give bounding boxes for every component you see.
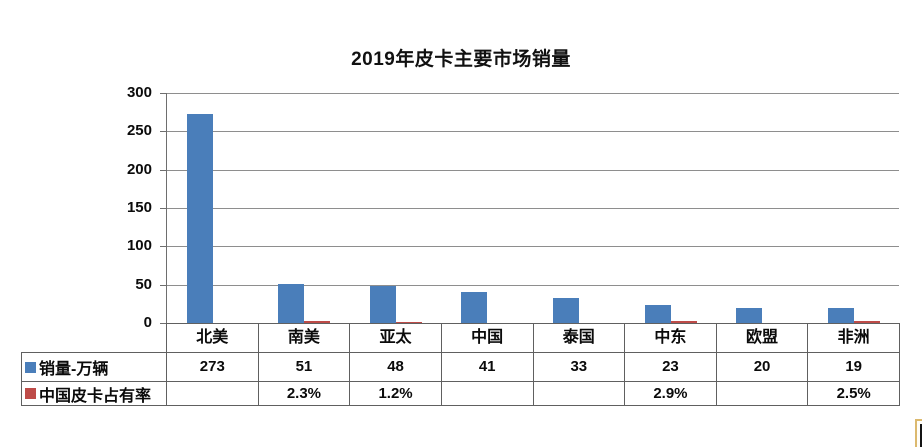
legend-item-sales: 销量-万辆 <box>21 353 166 381</box>
share-series-swatch-icon <box>25 388 36 399</box>
y-axis-tick-label: 200 <box>126 160 152 178</box>
gridline <box>167 208 899 209</box>
y-axis-tick-label: 250 <box>126 122 152 140</box>
share-bar-中东 <box>670 321 697 323</box>
category-label: 南美 <box>257 324 350 352</box>
sales-series-swatch-icon <box>25 361 36 373</box>
table-value-cell: 51 <box>257 353 350 381</box>
y-axis-tick-mark <box>160 93 166 94</box>
y-axis-tick-mark <box>160 131 166 133</box>
sales-bar-南美 <box>278 284 305 323</box>
gridline <box>167 284 899 286</box>
y-axis-tick-mark <box>160 323 166 324</box>
gridline <box>167 131 899 133</box>
share-bar-亚太 <box>395 322 422 323</box>
table-value-cell: 2.9% <box>624 382 716 405</box>
sales-bar-中国 <box>461 292 488 323</box>
category-label: 北美 <box>166 324 258 352</box>
y-axis: 300 250 200 150 100 50 0 <box>98 0 152 340</box>
sales-bar-欧盟 <box>736 308 763 323</box>
sales-bar-非洲 <box>827 308 854 323</box>
gridline <box>167 93 899 94</box>
plot-area <box>166 93 899 323</box>
sales-bar-中东 <box>644 305 671 323</box>
category-label: 非洲 <box>807 324 900 352</box>
table-value-cell <box>166 382 258 405</box>
y-axis-tick-label: 50 <box>135 275 152 293</box>
y-axis-tick-mark <box>160 246 166 248</box>
share-series-label: 中国皮卡占有率 <box>39 387 152 405</box>
table-value-cell <box>715 382 808 405</box>
watermark-bar <box>920 424 922 447</box>
legend-item-share: 中国皮卡占有率 <box>21 382 166 405</box>
sales-bar-北美 <box>186 114 213 323</box>
y-axis-tick-mark <box>160 169 166 171</box>
category-label: 中国 <box>440 324 533 352</box>
y-axis-tick-label: 0 <box>143 314 152 331</box>
table-value-cell: 273 <box>166 353 258 381</box>
category-label: 泰国 <box>532 324 625 352</box>
table-value-cell: 48 <box>349 353 441 381</box>
watermark-icon <box>915 419 922 447</box>
table-value-cell <box>532 382 625 405</box>
share-bar-非洲 <box>853 321 880 323</box>
category-header-row: 北美 南美 亚太 中国 泰国 中东 欧盟 非洲 <box>166 323 900 352</box>
gridline <box>167 169 899 171</box>
y-axis-tick-label: 150 <box>126 199 152 216</box>
y-axis-tick-mark <box>160 284 166 286</box>
sales-series-label: 销量-万辆 <box>39 361 109 378</box>
sales-bar-泰国 <box>553 298 579 323</box>
category-label: 欧盟 <box>715 324 808 352</box>
table-value-cell: 1.2% <box>349 382 441 405</box>
table-value-cell: 2.3% <box>257 382 350 405</box>
table-value-cell: 33 <box>532 353 625 381</box>
y-axis-tick-mark <box>160 208 166 209</box>
y-axis-tick-label: 100 <box>126 237 152 255</box>
share-bar-南美 <box>304 321 331 323</box>
y-axis-tick-label: 300 <box>126 84 152 101</box>
table-value-cell: 41 <box>440 353 533 381</box>
category-label: 亚太 <box>349 324 441 352</box>
sales-table-row: 销量-万辆 273 51 48 41 33 23 20 19 <box>21 352 900 381</box>
chart-title: 2019年皮卡主要市场销量 <box>351 49 571 70</box>
table-value-cell: 23 <box>624 353 716 381</box>
table-value-cell: 2.5% <box>807 382 900 405</box>
sales-bar-亚太 <box>369 286 396 323</box>
gridline <box>167 246 899 248</box>
table-value-cell: 19 <box>807 353 900 381</box>
category-label: 中东 <box>624 324 716 352</box>
table-value-cell <box>440 382 533 405</box>
table-value-cell: 20 <box>715 353 808 381</box>
share-table-row: 中国皮卡占有率 2.3% 1.2% 2.9% 2.5% <box>21 381 900 406</box>
